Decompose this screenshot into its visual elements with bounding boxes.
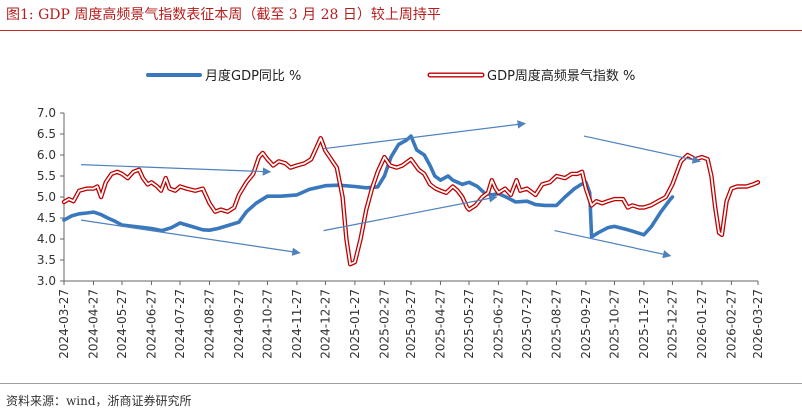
x-tick-label: 2025-04-27 [433, 289, 447, 359]
x-tick-label: 2025-12-27 [665, 289, 679, 359]
trend-arrow [81, 219, 301, 256]
x-tick-label: 2024-06-27 [144, 289, 158, 359]
x-tick-label: 2025-06-27 [491, 289, 505, 359]
y-tick-label: 4.0 [37, 232, 56, 246]
figure-title: 图1: GDP 周度高频景气指数表征本周（截至 3 月 28 日）较上周持平 [6, 7, 441, 23]
x-tick-label: 2024-11-27 [290, 289, 304, 359]
trend-arrow [81, 164, 272, 176]
x-tick-label: 2025-02-27 [377, 289, 391, 359]
y-tick-label: 4.5 [37, 211, 56, 225]
series-layer [61, 134, 761, 267]
legend-label-monthly: 月度GDP同比 % [205, 68, 301, 84]
x-tick-label: 2025-07-27 [520, 289, 534, 359]
x-tick-label: 2024-08-27 [202, 289, 216, 359]
x-axis: 2024-03-27 2024-04-27 2024-05-27 2024-06-27… [57, 280, 765, 359]
x-tick-label: 2024-07-27 [173, 289, 187, 359]
x-tick-label: 2026-02-27 [724, 289, 738, 359]
x-tick-label: 2024-05-27 [115, 289, 129, 359]
y-tick-label: 5.0 [37, 190, 56, 204]
trend-arrow [323, 194, 498, 232]
x-tick-label: 2024-10-27 [260, 289, 274, 359]
x-tick-label: 2025-05-27 [462, 289, 476, 359]
x-tick-label: 2024-04-27 [86, 289, 100, 359]
trend-arrow [323, 120, 526, 150]
x-tick-label: 2025-11-27 [637, 289, 651, 359]
source-divider [0, 383, 802, 384]
y-tick-label: 6.0 [37, 148, 56, 162]
x-tick-label: 2024-03-27 [57, 289, 71, 359]
trend-arrows [81, 120, 701, 259]
x-tick-label: 2025-09-27 [579, 289, 593, 359]
series-weekly-inner [63, 137, 759, 266]
y-tick-label: 3.0 [37, 274, 56, 288]
y-tick-label: 6.5 [37, 127, 56, 141]
source-note: 资料来源：wind，浙商证券研究所 [6, 394, 192, 408]
series-weekly-outline [61, 136, 761, 267]
chart-svg: 月度GDP同比 % GDP周度高频景气指数 % 3.0 3.5 4.0 4.5 5.0 5… [37, 68, 765, 359]
legend: 月度GDP同比 % GDP周度高频景气指数 % [146, 68, 635, 84]
trend-arrow [554, 230, 672, 259]
y-axis: 3.0 3.5 4.0 4.5 5.0 5.5 6.0 6.5 7.0 [37, 106, 65, 288]
y-tick-label: 3.5 [37, 253, 56, 267]
x-tick-label: 2025-03-27 [404, 289, 418, 359]
x-tick-label: 2024-12-27 [318, 289, 332, 359]
legend-label-weekly: GDP周度高频景气指数 % [487, 68, 635, 84]
x-tick-label: 2026-03-27 [751, 289, 765, 359]
y-tick-label: 5.5 [37, 169, 56, 183]
x-tick-label: 2025-08-27 [549, 289, 563, 359]
x-tick-label: 2025-01-27 [348, 289, 362, 359]
x-tick-label: 2025-10-27 [607, 289, 621, 359]
x-tick-label: 2026-01-27 [695, 289, 709, 359]
title-divider [0, 30, 802, 31]
y-tick-label: 7.0 [37, 106, 56, 120]
x-tick-label: 2024-09-27 [232, 289, 246, 359]
trend-arrow [583, 135, 701, 164]
